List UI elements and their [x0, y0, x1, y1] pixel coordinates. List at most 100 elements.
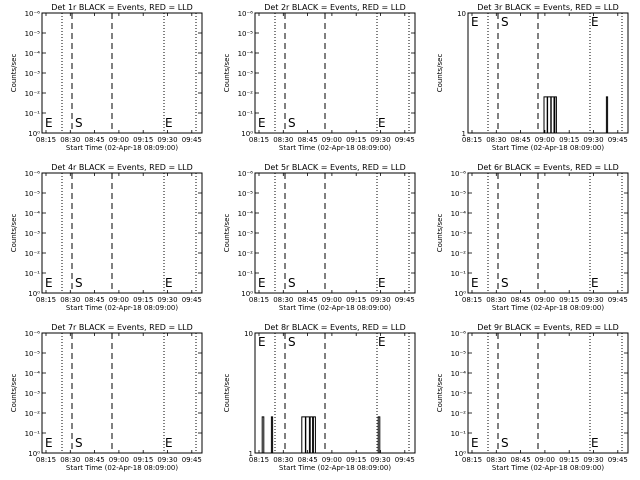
x-tick-label: 09:45 — [395, 456, 415, 464]
y-tick-label: 10⁻⁴ — [25, 50, 41, 58]
x-tick-label: 08:15 — [249, 456, 269, 464]
plot-frame — [41, 332, 203, 454]
x-tick-label: 08:30 — [273, 456, 293, 464]
y-tick-label: 10⁻⁶ — [25, 170, 41, 178]
y-tick-label: 10⁻⁶ — [451, 170, 467, 178]
marker-s: S — [75, 436, 83, 450]
y-tick-label: 10⁻⁴ — [25, 210, 41, 218]
marker-s: S — [75, 276, 83, 290]
event-bar — [543, 96, 548, 133]
chart-panel-1: Det 1r BLACK = Events, RED = LLD 08:15 08:… — [10, 3, 203, 152]
x-tick-label: 09:45 — [608, 296, 628, 304]
x-tick-label: 08:45 — [298, 456, 318, 464]
x-tick-label: 08:15 — [36, 136, 56, 144]
y-tick-label: 10⁻¹ — [25, 270, 41, 278]
x-tick-label: 08:15 — [462, 296, 482, 304]
y-tick-label: 10⁻³ — [238, 230, 254, 238]
x-tick-label: 08:15 — [249, 296, 269, 304]
y-tick-label: 10⁻³ — [451, 230, 467, 238]
x-tick-label: 08:30 — [273, 296, 293, 304]
y-axis-label: Counts/sec — [436, 214, 444, 253]
panel-title: Det 2r BLACK = Events, RED = LLD — [264, 3, 406, 12]
y-tick-label: 10⁻⁴ — [238, 210, 254, 218]
y-tick-label: 10⁰ — [454, 290, 466, 298]
y-axis-label: Counts/sec — [223, 54, 231, 93]
event-bar — [554, 96, 557, 133]
x-axis-label: Start Time (02-Apr-18 08:09:00) — [492, 304, 604, 312]
y-tick-label: 10⁻² — [25, 410, 41, 418]
y-tick-label: 10⁻² — [451, 410, 467, 418]
marker-e: E — [258, 276, 266, 290]
event-bar — [301, 416, 306, 453]
marker-e: E — [471, 436, 479, 450]
x-axis-label: Start Time (02-Apr-18 08:09:00) — [279, 304, 391, 312]
marker-e: E — [165, 276, 173, 290]
x-tick-label: 09:30 — [370, 136, 390, 144]
x-tick-label: 08:30 — [486, 456, 506, 464]
plot-frame — [254, 332, 416, 454]
event-bar — [305, 416, 310, 453]
y-tick-label: 10⁻⁵ — [238, 30, 254, 38]
x-tick-label: 08:30 — [486, 296, 506, 304]
marker-s: S — [288, 335, 296, 349]
x-tick-label: 08:15 — [36, 456, 56, 464]
x-tick-label: 09:00 — [322, 136, 342, 144]
y-tick-label: 10⁰ — [454, 450, 466, 458]
y-tick-label: 10⁻⁶ — [25, 10, 41, 18]
x-tick-label: 09:30 — [583, 136, 603, 144]
x-tick-label: 09:30 — [370, 456, 390, 464]
marker-s: S — [501, 436, 509, 450]
x-axis-label: Start Time (02-Apr-18 08:09:00) — [492, 144, 604, 152]
y-tick-label: 10⁻⁵ — [25, 190, 41, 198]
marker-s: S — [288, 276, 296, 290]
y-tick-label: 10⁻⁶ — [25, 330, 41, 338]
event-bar — [309, 416, 314, 453]
y-tick-label: 10⁻⁵ — [451, 350, 467, 358]
x-tick-label: 08:45 — [511, 136, 531, 144]
x-tick-label: 09:15 — [559, 296, 579, 304]
x-tick-label: 09:45 — [182, 296, 202, 304]
x-tick-label: 09:30 — [370, 296, 390, 304]
y-tick-label: 10⁻² — [451, 250, 467, 258]
plot-frame — [467, 172, 629, 294]
marker-e: E — [165, 116, 173, 130]
chart-panel-3: Det 3r BLACK = Events, RED = LLD 08:15 08:… — [436, 3, 629, 152]
chart-panel-6: Det 6r BLACK = Events, RED = LLD 08:15 08:… — [436, 163, 629, 312]
panel-title: Det 8r BLACK = Events, RED = LLD — [264, 323, 406, 332]
x-tick-label: 08:15 — [462, 456, 482, 464]
y-tick-label: 10⁰ — [241, 290, 253, 298]
y-tick-label: 10⁻⁶ — [238, 10, 254, 18]
y-tick-label: 10⁰ — [28, 130, 40, 138]
x-tick-label: 09:15 — [133, 456, 153, 464]
y-tick-label: 10⁻⁵ — [25, 30, 41, 38]
y-tick-label: 10⁻⁴ — [451, 210, 467, 218]
x-tick-label: 08:30 — [273, 136, 293, 144]
chart-panel-7: Det 7r BLACK = Events, RED = LLD 08:15 08:… — [10, 323, 203, 472]
y-tick-label: 10⁻⁵ — [25, 350, 41, 358]
x-tick-label: 08:30 — [60, 136, 80, 144]
x-tick-label: 09:15 — [133, 296, 153, 304]
x-tick-label: 09:45 — [182, 136, 202, 144]
y-axis-label: Counts/sec — [223, 214, 231, 253]
x-axis-label: Start Time (02-Apr-18 08:09:00) — [279, 144, 391, 152]
marker-s: S — [288, 116, 296, 130]
x-tick-label: 08:15 — [36, 296, 56, 304]
panel-title: Det 4r BLACK = Events, RED = LLD — [51, 163, 193, 172]
plot-frame — [41, 172, 203, 294]
x-tick-label: 08:15 — [462, 136, 482, 144]
y-tick-label: 10⁰ — [28, 290, 40, 298]
y-tick-label: 1 — [249, 450, 253, 458]
y-tick-label: 10⁻³ — [451, 390, 467, 398]
panel-title: Det 3r BLACK = Events, RED = LLD — [477, 3, 619, 12]
event-bar — [377, 416, 381, 453]
x-tick-label: 08:30 — [60, 456, 80, 464]
x-tick-label: 09:45 — [608, 456, 628, 464]
marker-e: E — [378, 276, 386, 290]
x-axis-label: Start Time (02-Apr-18 08:09:00) — [66, 464, 178, 472]
chart-panel-5: Det 5r BLACK = Events, RED = LLD 08:15 08:… — [223, 163, 416, 312]
marker-e: E — [471, 15, 479, 29]
y-tick-label: 10⁻² — [238, 250, 254, 258]
x-axis-label: Start Time (02-Apr-18 08:09:00) — [492, 464, 604, 472]
x-tick-label: 08:45 — [298, 136, 318, 144]
marker-e: E — [258, 335, 266, 349]
